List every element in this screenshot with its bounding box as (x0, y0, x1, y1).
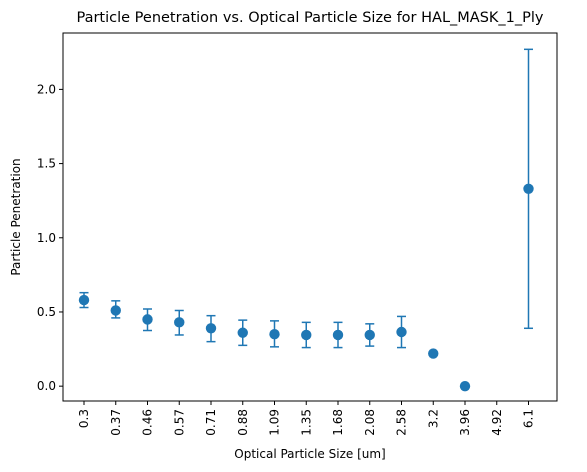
y-tick-label: 0.5 (37, 305, 56, 319)
data-point (301, 329, 312, 341)
y-tick-label: 0.0 (37, 379, 56, 393)
x-tick-label: 1.09 (268, 409, 282, 436)
x-axis-label: Optical Particle Size [um] (234, 447, 385, 461)
data-point (78, 294, 90, 306)
x-tick-label: 6.1 (522, 409, 536, 428)
plot-frame (62, 32, 558, 402)
x-tick-label: 0.46 (141, 409, 155, 436)
y-axis-label: Particle Penetration (9, 158, 23, 275)
x-tick-label: 0.57 (172, 409, 186, 436)
x-tick-label: 0.3 (77, 409, 91, 428)
data-point (523, 183, 534, 195)
data-point (205, 323, 217, 334)
y-tick-label: 1.5 (37, 157, 56, 171)
x-tick-label: 1.68 (331, 409, 345, 436)
data-points (78, 183, 534, 392)
x-tick-label: 2.58 (395, 409, 409, 436)
y-axis: 0.0 0.5 1.0 1.5 2.0 (37, 82, 63, 393)
y-tick-label: 1.0 (37, 231, 56, 245)
data-point (364, 329, 375, 341)
x-tick-label: 0.71 (204, 409, 218, 436)
data-point (174, 317, 185, 328)
data-point (396, 326, 407, 338)
x-tick-label: 1.35 (299, 409, 313, 436)
x-tick-label: 2.08 (363, 409, 377, 436)
chart-title: Particle Penetration vs. Optical Particl… (76, 10, 543, 26)
data-point (332, 329, 344, 341)
y-tick-label: 2.0 (37, 82, 56, 96)
x-axis: 0.3 0.37 0.46 0.57 0.71 0.88 1.09 1.35 1.68 2.08 2… (77, 401, 536, 436)
error-bars (79, 48, 533, 349)
data-point (269, 329, 280, 340)
data-point (459, 380, 471, 392)
data-point (110, 305, 121, 316)
x-tick-label: 3.96 (458, 409, 472, 436)
x-tick-label: 4.92 (490, 409, 504, 436)
data-point (142, 314, 153, 325)
data-point (237, 327, 248, 338)
data-point (428, 348, 439, 359)
x-tick-label: 3.2 (426, 409, 440, 428)
x-tick-label: 0.88 (236, 409, 250, 436)
x-tick-label: 0.37 (109, 409, 123, 436)
